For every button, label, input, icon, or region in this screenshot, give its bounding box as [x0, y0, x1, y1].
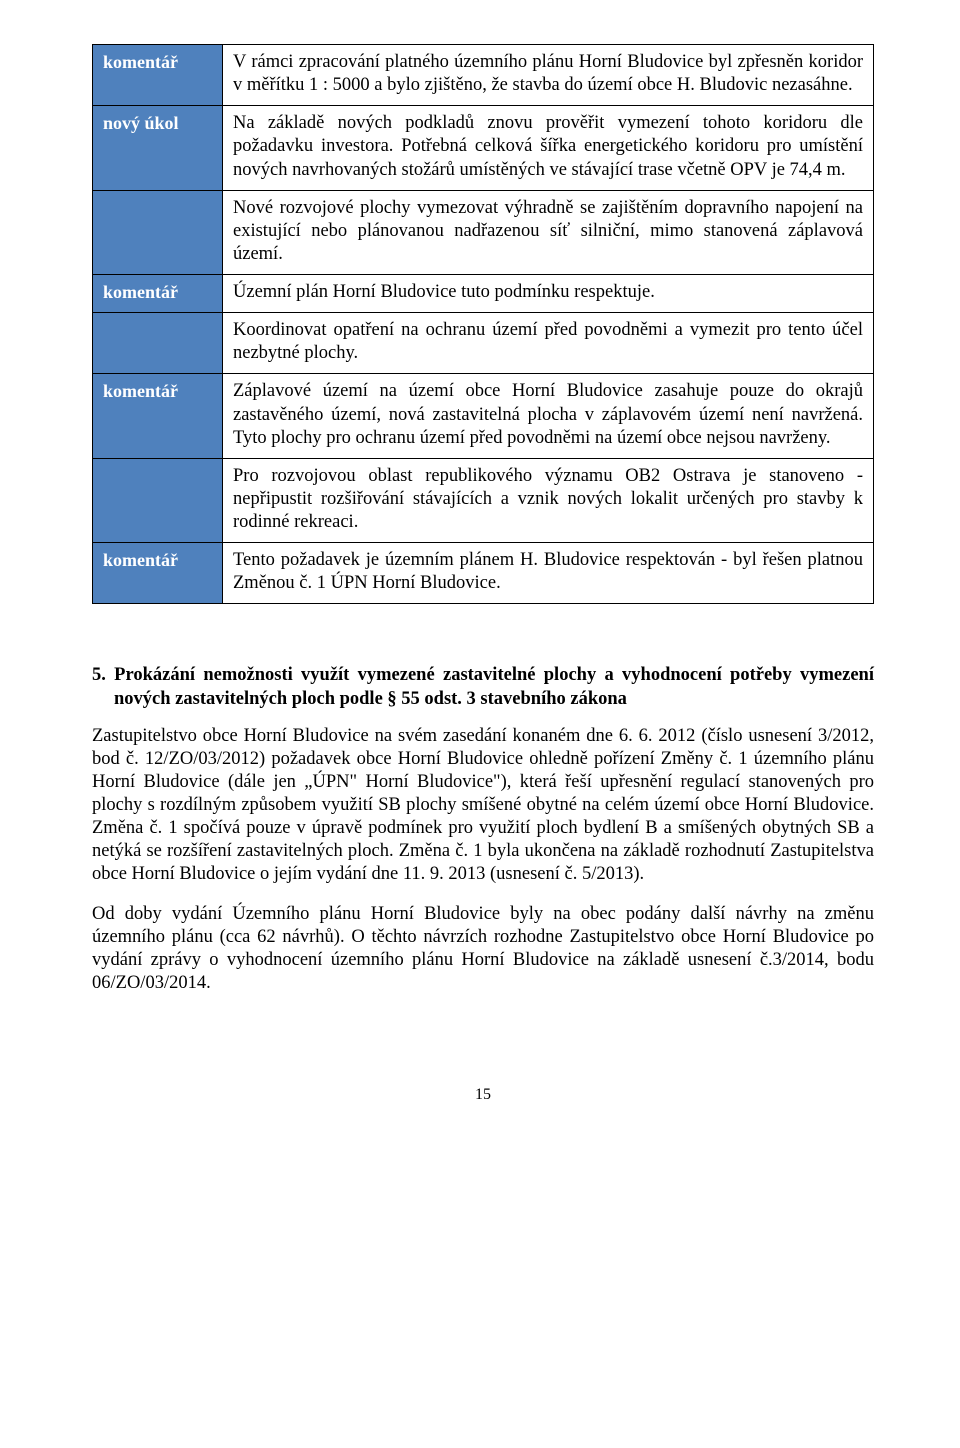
- row-label: [93, 458, 223, 542]
- table-row: komentář V rámci zpracování platného úze…: [93, 45, 874, 106]
- row-label: [93, 313, 223, 374]
- row-label: komentář: [93, 45, 223, 106]
- row-text: Nové rozvojové plochy vymezovat výhradně…: [223, 190, 874, 274]
- table-row: Pro rozvojovou oblast republikového význ…: [93, 458, 874, 542]
- body-paragraph: Zastupitelstvo obce Horní Bludovice na s…: [92, 725, 874, 887]
- body-paragraph: Od doby vydání Územního plánu Horní Blud…: [92, 903, 874, 996]
- row-text: Na základě nových podkladů znovu prověři…: [223, 106, 874, 190]
- table-row: nový úkol Na základě nových podkladů zno…: [93, 106, 874, 190]
- row-text: Koordinovat opatření na ochranu území př…: [223, 313, 874, 374]
- table-row: komentář Záplavové území na území obce H…: [93, 374, 874, 458]
- row-label: komentář: [93, 374, 223, 458]
- table-row: komentář Územní plán Horní Bludovice tut…: [93, 275, 874, 313]
- row-text: V rámci zpracování platného územního plá…: [223, 45, 874, 106]
- row-text: Územní plán Horní Bludovice tuto podmínk…: [223, 275, 874, 313]
- row-label: nový úkol: [93, 106, 223, 190]
- table-row: Koordinovat opatření na ochranu území př…: [93, 313, 874, 374]
- row-text: Pro rozvojovou oblast republikového význ…: [223, 458, 874, 542]
- page-number: 15: [92, 1085, 874, 1105]
- row-text: Záplavové území na území obce Horní Blud…: [223, 374, 874, 458]
- row-text: Tento požadavek je územním plánem H. Blu…: [223, 543, 874, 604]
- section-heading: 5. Prokázání nemožnosti využít vymezené …: [92, 664, 874, 710]
- table-row: Nové rozvojové plochy vymezovat výhradně…: [93, 190, 874, 274]
- row-label: [93, 190, 223, 274]
- comment-table: komentář V rámci zpracování platného úze…: [92, 44, 874, 604]
- row-label: komentář: [93, 543, 223, 604]
- row-label: komentář: [93, 275, 223, 313]
- table-row: komentář Tento požadavek je územním plán…: [93, 543, 874, 604]
